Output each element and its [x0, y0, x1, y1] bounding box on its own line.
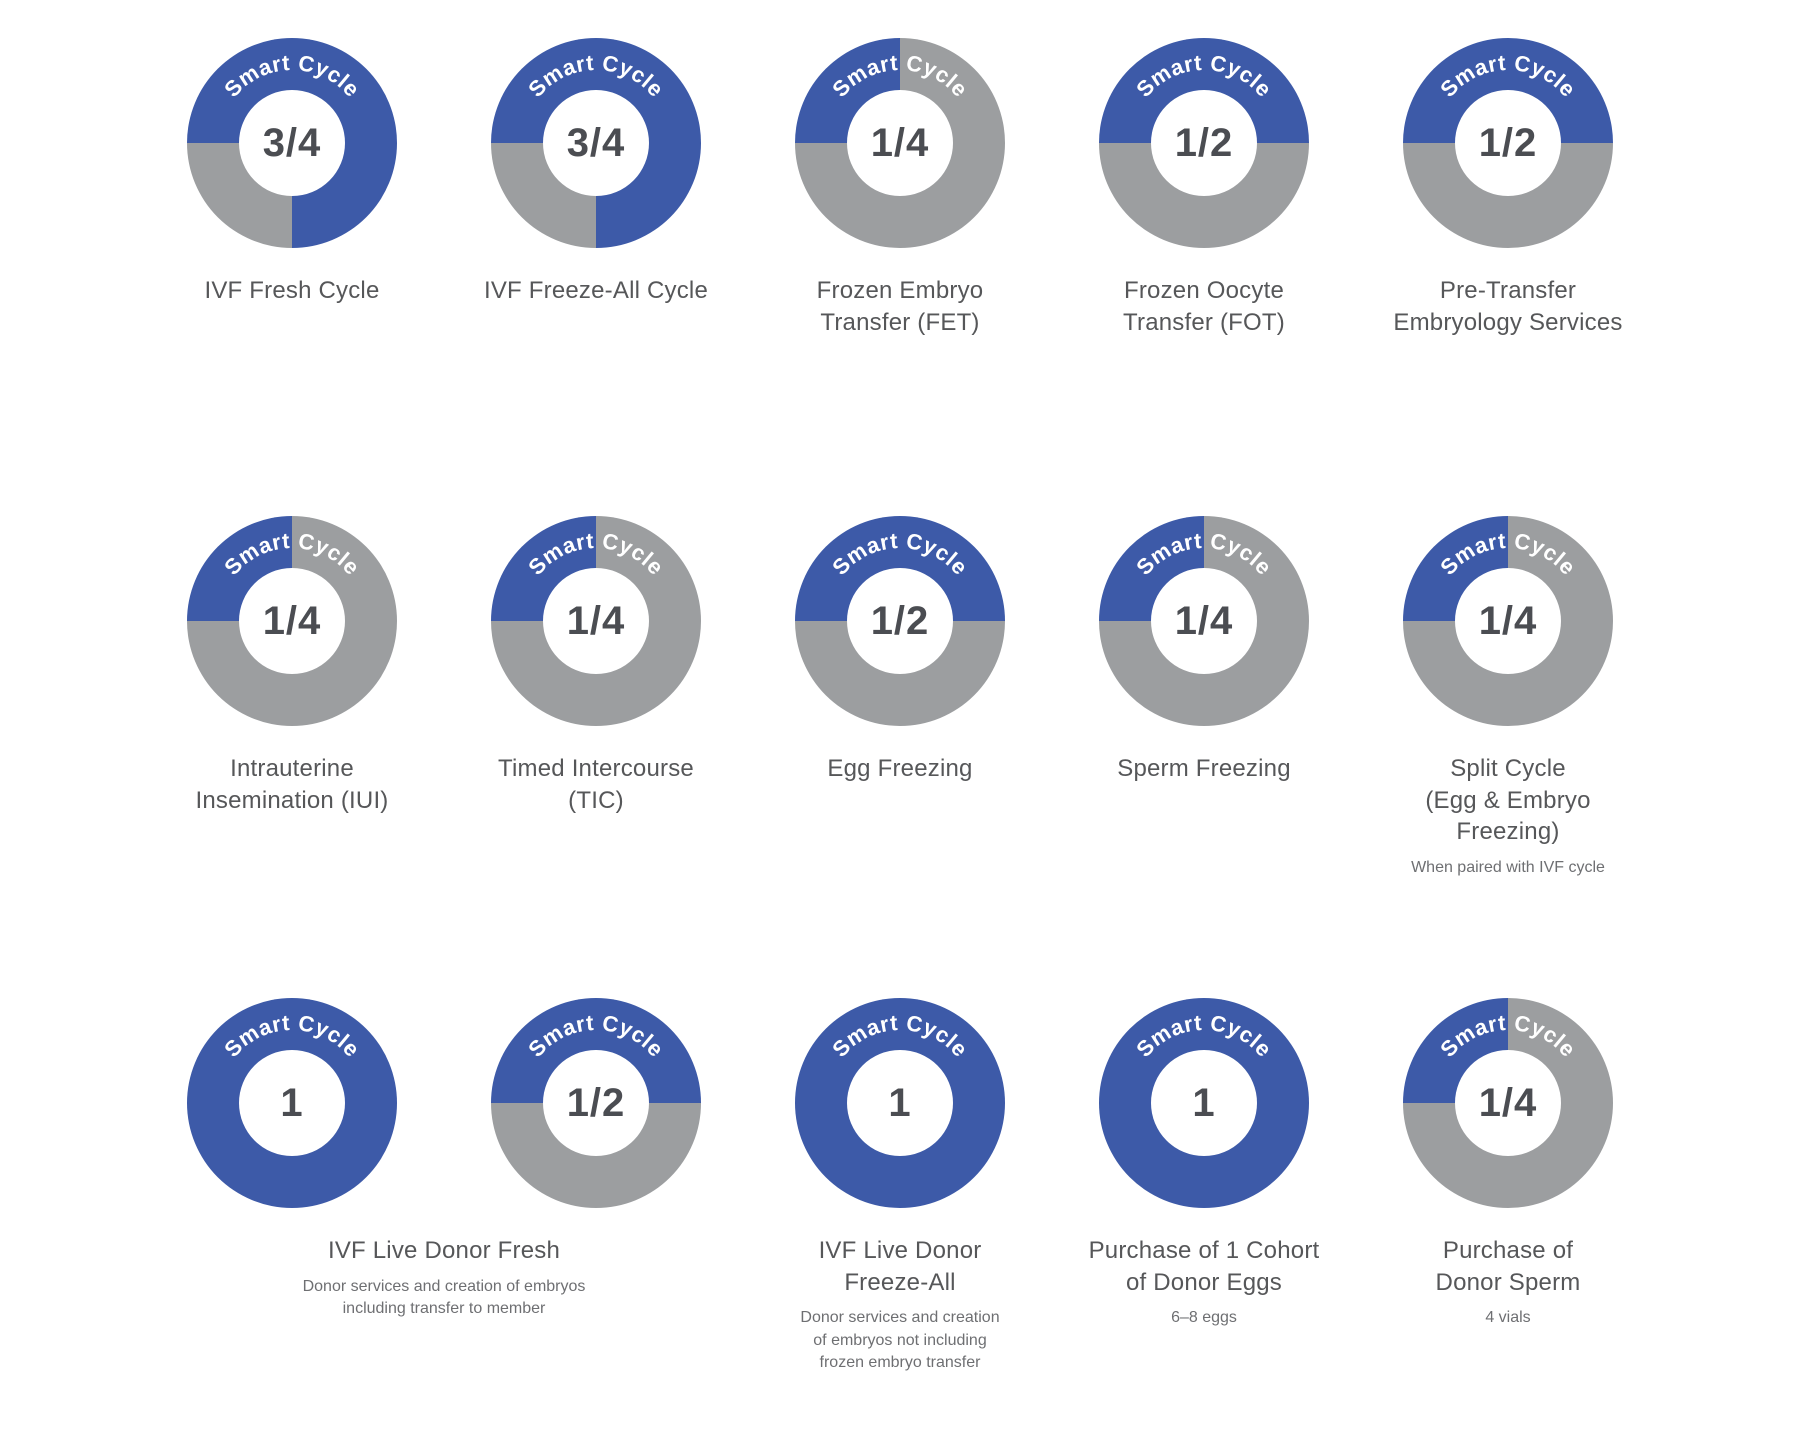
card-egg-freezing: 1/2 Smart Cycle Egg Freezing: [748, 516, 1052, 998]
service-note: 4 vials: [1485, 1309, 1531, 1327]
card-ivf-freeze-all-cycle: 3/4 Smart Cycle IVF Freeze-All Cycle: [444, 38, 748, 516]
donut-hole: [1151, 568, 1257, 674]
service-note: When paired with IVF cycle: [1411, 859, 1605, 877]
donut-hole: [239, 1050, 345, 1156]
card-ivf-live-donor-fresh: 1 Smart Cycle 1/2 Smart Cycle IVF Live D…: [140, 998, 748, 1375]
fraction-label: 1: [1192, 1080, 1216, 1125]
smart-cycle-donut: 1/4 Smart Cycle: [1403, 998, 1613, 1208]
service-title: Purchase of 1 Cohort of Donor Eggs: [1088, 1237, 1320, 1296]
fraction-label: 1/4: [1478, 1080, 1538, 1125]
card-ivf-live-donor-freeze-all: 1 Smart Cycle IVF Live Donor Freeze-All …: [748, 998, 1052, 1375]
fraction-label: 1/2: [1174, 120, 1234, 165]
donut-hole: [1151, 90, 1257, 196]
card-pre-transfer-embryology: 1/2 Smart Cycle Pre-Transfer Embryology …: [1356, 38, 1660, 516]
fraction-label: 1/2: [1478, 120, 1538, 165]
row-2: 1/4 Smart Cycle Intrauterine Inseminatio…: [140, 516, 1660, 998]
fraction-label: 1: [280, 1080, 304, 1125]
service-title: Intrauterine Insemination (IUI): [195, 755, 389, 814]
fraction-label: 1/2: [566, 1080, 626, 1125]
donut-hole: [543, 568, 649, 674]
donut-hole: [1455, 568, 1561, 674]
card-frozen-embryo-transfer: 1/4 Smart Cycle Frozen Embryo Transfer (…: [748, 38, 1052, 516]
fraction-label: 1/4: [262, 598, 322, 643]
fraction-label: 1/4: [566, 598, 626, 643]
smart-cycle-donut: 1/2 Smart Cycle: [1099, 38, 1309, 248]
smart-cycle-donut: 3/4 Smart Cycle: [187, 38, 397, 248]
fraction-label: 1/4: [1174, 598, 1234, 643]
smart-cycle-donut: 1/4 Smart Cycle: [795, 38, 1005, 248]
smart-cycle-donut: 1/4 Smart Cycle: [491, 516, 701, 726]
fraction-label: 1: [888, 1080, 912, 1125]
donut-hole: [1455, 1050, 1561, 1156]
smart-cycle-donut: 1/2 Smart Cycle: [1403, 38, 1613, 248]
service-title: Pre-Transfer Embryology Services: [1393, 277, 1623, 336]
card-sperm-freezing: 1/4 Smart Cycle Sperm Freezing: [1052, 516, 1356, 998]
card-ivf-fresh-cycle: 3/4 Smart Cycle IVF Fresh Cycle: [140, 38, 444, 516]
donut-hole: [239, 568, 345, 674]
donut-hole: [847, 568, 953, 674]
service-title: Frozen Embryo Transfer (FET): [816, 277, 984, 336]
donut-hole: [543, 1050, 649, 1156]
smart-cycle-donut: 1 Smart Cycle: [795, 998, 1005, 1208]
fraction-label: 3/4: [262, 120, 322, 165]
smart-cycle-donut: 1/2 Smart Cycle: [795, 516, 1005, 726]
smart-cycle-donut: 1/4 Smart Cycle: [1403, 516, 1613, 726]
smart-cycle-donut: 1/2 Smart Cycle: [491, 998, 701, 1208]
card-donor-sperm: 1/4 Smart Cycle Purchase of Donor Sperm …: [1356, 998, 1660, 1375]
card-timed-intercourse: 1/4 Smart Cycle Timed Intercourse (TIC): [444, 516, 748, 998]
donut-hole: [543, 90, 649, 196]
fraction-label: 1/4: [870, 120, 930, 165]
row-1: 3/4 Smart Cycle IVF Fresh Cycle 3/4 Smar…: [140, 38, 1660, 516]
service-title: IVF Freeze-All Cycle: [483, 277, 709, 304]
service-note: Donor services and creation of embryos i…: [302, 1277, 586, 1318]
smart-cycle-donut: 1/4 Smart Cycle: [1099, 516, 1309, 726]
service-title: Timed Intercourse (TIC): [498, 755, 694, 814]
service-note: 6–8 eggs: [1171, 1309, 1237, 1327]
donut-hole: [1455, 90, 1561, 196]
donut-hole: [239, 90, 345, 196]
smart-cycle-donut: 3/4 Smart Cycle: [491, 38, 701, 248]
service-title: IVF Fresh Cycle: [204, 277, 380, 304]
card-split-cycle: 1/4 Smart Cycle Split Cycle (Egg & Embry…: [1356, 516, 1660, 998]
card-frozen-oocyte-transfer: 1/2 Smart Cycle Frozen Oocyte Transfer (…: [1052, 38, 1356, 516]
card-donor-eggs: 1 Smart Cycle Purchase of 1 Cohort of Do…: [1052, 998, 1356, 1375]
service-title: Split Cycle (Egg & Embryo Freezing): [1425, 755, 1591, 846]
service-title: Sperm Freezing: [1117, 755, 1291, 782]
smart-cycle-donut: 1 Smart Cycle: [1099, 998, 1309, 1208]
fraction-label: 3/4: [566, 120, 626, 165]
service-title: IVF Live Donor Fresh: [327, 1237, 561, 1264]
smart-cycle-infographic: 3/4 Smart Cycle IVF Fresh Cycle 3/4 Smar…: [140, 0, 1660, 1375]
donut-hole: [847, 90, 953, 196]
fraction-label: 1/4: [1478, 598, 1538, 643]
service-title: Frozen Oocyte Transfer (FOT): [1123, 277, 1285, 336]
donut-pair: 1 Smart Cycle 1/2 Smart Cycle: [140, 998, 748, 1208]
smart-cycle-donut: 1 Smart Cycle: [187, 998, 397, 1208]
service-title: Egg Freezing: [827, 755, 973, 782]
service-title: Purchase of Donor Sperm: [1435, 1237, 1581, 1296]
fraction-label: 1/2: [870, 598, 930, 643]
service-title: IVF Live Donor Freeze-All: [818, 1237, 982, 1296]
service-note: Donor services and creation of embryos n…: [800, 1309, 1000, 1372]
donut-hole: [1151, 1050, 1257, 1156]
donut-hole: [847, 1050, 953, 1156]
row-3: 1 Smart Cycle 1/2 Smart Cycle IVF Live D…: [140, 998, 1660, 1375]
smart-cycle-donut: 1/4 Smart Cycle: [187, 516, 397, 726]
card-intrauterine-insemination: 1/4 Smart Cycle Intrauterine Inseminatio…: [140, 516, 444, 998]
